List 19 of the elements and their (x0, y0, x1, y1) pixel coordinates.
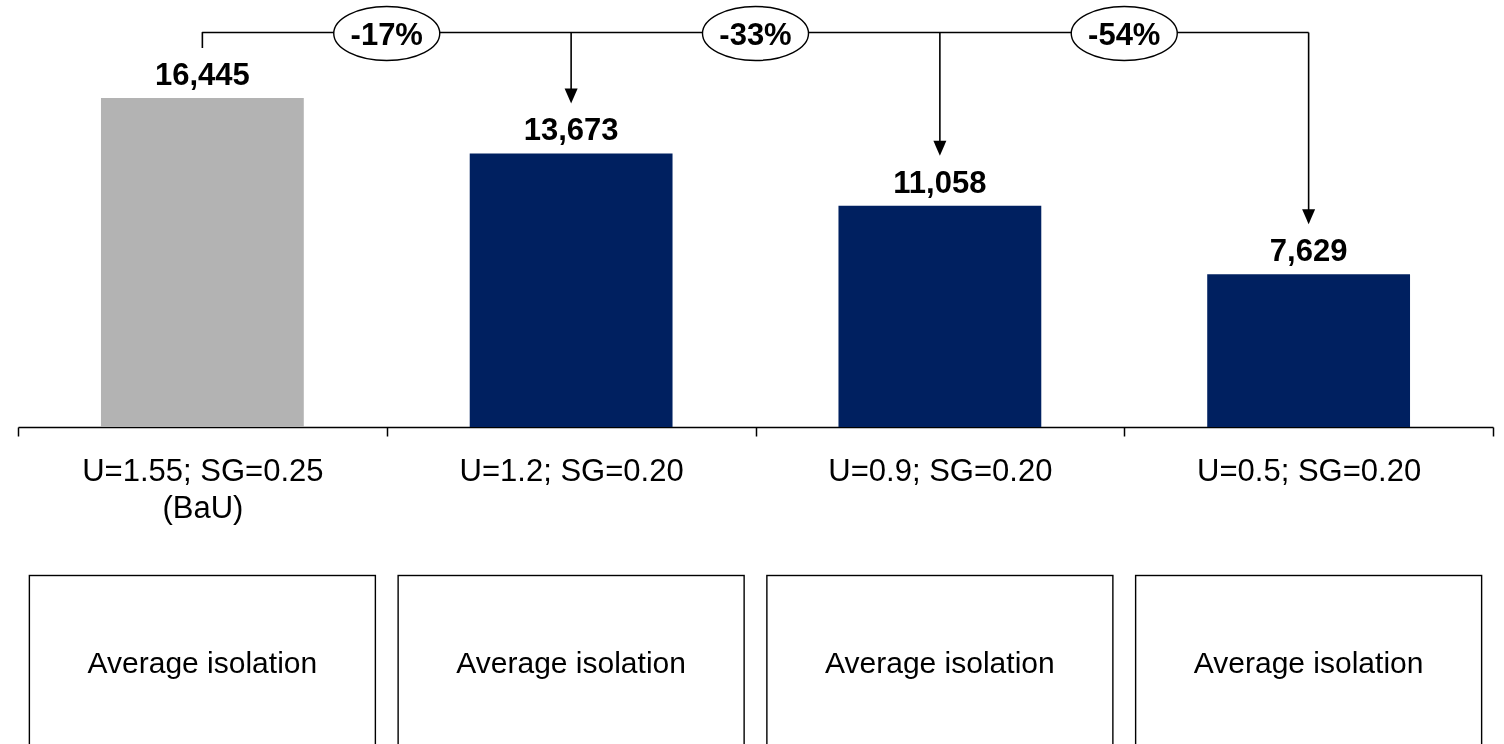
x-tick-label: U=0.5; SG=0.20 (1197, 452, 1422, 488)
data-label: 16,445 (154, 57, 250, 92)
text: -33% (719, 16, 792, 52)
data-label: 13,673 (523, 112, 619, 148)
bar (838, 205, 1042, 427)
data-label: 7,629 (1269, 233, 1348, 269)
text: -54% (1088, 16, 1161, 52)
data-label: 11,058 (893, 164, 987, 200)
x-tick-label: U=0.9; SG=0.20 (828, 452, 1053, 488)
bar (100, 98, 304, 427)
x-tick-label: U=1.55; SG=0.25 (BaU) (82, 452, 324, 525)
text: Average isolation (825, 646, 1055, 679)
x-tick-label: U=1.2; SG=0.20 (459, 452, 684, 488)
text: Average isolation (1193, 646, 1424, 679)
bar (1207, 274, 1411, 427)
bar (469, 153, 673, 427)
text: Average isolation (456, 646, 686, 679)
text: -17% (350, 16, 423, 52)
text: Average isolation (87, 646, 318, 679)
